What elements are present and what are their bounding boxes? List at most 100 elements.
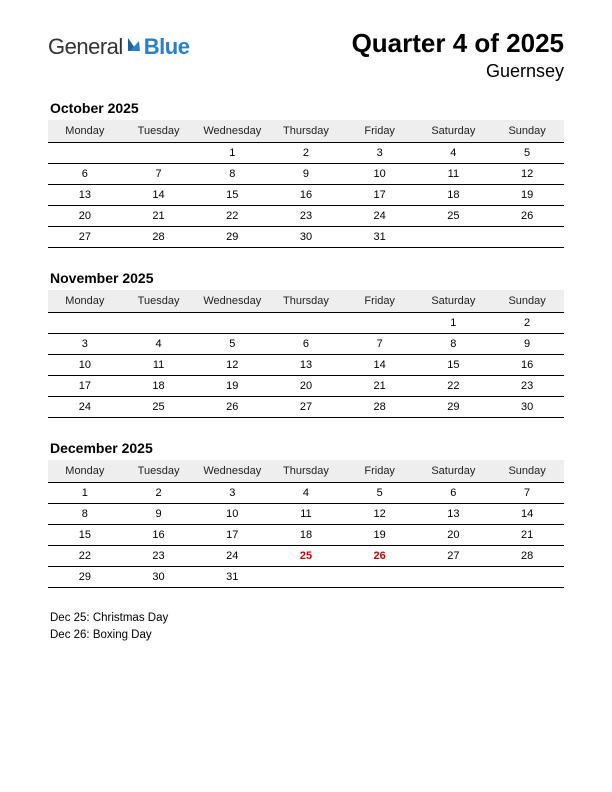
table-row: 17181920212223 — [48, 376, 564, 397]
table-row: 10111213141516 — [48, 355, 564, 376]
day-header: Monday — [48, 290, 122, 313]
day-cell: 18 — [122, 376, 196, 397]
day-cell: 9 — [490, 334, 564, 355]
day-cell: 18 — [417, 185, 491, 206]
day-cell: 10 — [48, 355, 122, 376]
day-header: Monday — [48, 460, 122, 483]
day-header: Wednesday — [195, 290, 269, 313]
day-header: Thursday — [269, 120, 343, 143]
day-cell: 20 — [269, 376, 343, 397]
day-header: Saturday — [417, 120, 491, 143]
day-cell: 5 — [343, 483, 417, 504]
day-header: Wednesday — [195, 460, 269, 483]
month-name: December 2025 — [48, 440, 564, 456]
holiday-list: Dec 25: Christmas DayDec 26: Boxing Day — [48, 610, 564, 645]
day-cell: 8 — [48, 504, 122, 525]
day-cell: 1 — [417, 313, 491, 334]
table-row: 22232425262728 — [48, 546, 564, 567]
table-row: 20212223242526 — [48, 206, 564, 227]
day-cell: 10 — [195, 504, 269, 525]
day-cell — [48, 143, 122, 164]
day-cell: 24 — [195, 546, 269, 567]
day-cell: 14 — [490, 504, 564, 525]
table-row: 3456789 — [48, 334, 564, 355]
page-title: Quarter 4 of 2025 — [352, 28, 564, 59]
day-cell: 11 — [122, 355, 196, 376]
calendar-table: MondayTuesdayWednesdayThursdayFridaySatu… — [48, 120, 564, 248]
day-cell: 13 — [417, 504, 491, 525]
day-cell: 4 — [417, 143, 491, 164]
calendar-table: MondayTuesdayWednesdayThursdayFridaySatu… — [48, 460, 564, 588]
day-cell: 6 — [269, 334, 343, 355]
day-header: Tuesday — [122, 460, 196, 483]
day-cell: 23 — [490, 376, 564, 397]
day-cell: 12 — [343, 504, 417, 525]
day-cell: 6 — [48, 164, 122, 185]
day-cell: 19 — [195, 376, 269, 397]
day-cell: 29 — [48, 567, 122, 588]
day-cell: 11 — [417, 164, 491, 185]
day-cell: 28 — [122, 227, 196, 248]
month-name: November 2025 — [48, 270, 564, 286]
day-header: Sunday — [490, 460, 564, 483]
day-cell: 13 — [48, 185, 122, 206]
day-cell: 7 — [343, 334, 417, 355]
day-header: Wednesday — [195, 120, 269, 143]
day-cell: 27 — [269, 397, 343, 418]
day-cell: 31 — [343, 227, 417, 248]
day-cell: 29 — [417, 397, 491, 418]
day-cell: 25 — [269, 546, 343, 567]
day-cell: 9 — [269, 164, 343, 185]
day-cell: 30 — [269, 227, 343, 248]
day-cell: 5 — [490, 143, 564, 164]
day-cell — [343, 313, 417, 334]
day-cell — [269, 313, 343, 334]
day-cell — [269, 567, 343, 588]
day-header: Tuesday — [122, 120, 196, 143]
table-row: 15161718192021 — [48, 525, 564, 546]
day-cell: 31 — [195, 567, 269, 588]
day-cell: 1 — [48, 483, 122, 504]
day-cell: 5 — [195, 334, 269, 355]
day-cell: 27 — [417, 546, 491, 567]
day-cell: 28 — [343, 397, 417, 418]
day-cell: 30 — [122, 567, 196, 588]
logo-text-general: General — [48, 34, 123, 60]
day-cell: 19 — [343, 525, 417, 546]
day-cell — [417, 227, 491, 248]
day-cell: 23 — [122, 546, 196, 567]
day-cell: 23 — [269, 206, 343, 227]
day-header: Sunday — [490, 120, 564, 143]
table-row: 1234567 — [48, 483, 564, 504]
day-cell: 2 — [490, 313, 564, 334]
day-header: Saturday — [417, 290, 491, 313]
day-cell: 2 — [269, 143, 343, 164]
month-name: October 2025 — [48, 100, 564, 116]
day-cell — [490, 567, 564, 588]
day-header: Friday — [343, 290, 417, 313]
day-cell — [122, 313, 196, 334]
day-cell: 15 — [48, 525, 122, 546]
day-cell — [48, 313, 122, 334]
day-cell: 17 — [343, 185, 417, 206]
day-cell: 10 — [343, 164, 417, 185]
day-cell: 21 — [122, 206, 196, 227]
day-cell: 16 — [122, 525, 196, 546]
day-cell: 14 — [343, 355, 417, 376]
day-cell: 21 — [490, 525, 564, 546]
months-container: October 2025MondayTuesdayWednesdayThursd… — [48, 100, 564, 588]
day-header: Sunday — [490, 290, 564, 313]
day-header: Saturday — [417, 460, 491, 483]
day-cell: 13 — [269, 355, 343, 376]
day-cell: 4 — [269, 483, 343, 504]
table-row: 891011121314 — [48, 504, 564, 525]
day-header: Thursday — [269, 290, 343, 313]
day-cell: 22 — [48, 546, 122, 567]
day-cell: 19 — [490, 185, 564, 206]
day-cell: 6 — [417, 483, 491, 504]
day-cell: 4 — [122, 334, 196, 355]
day-cell: 3 — [343, 143, 417, 164]
day-cell: 25 — [417, 206, 491, 227]
day-cell: 20 — [417, 525, 491, 546]
day-cell: 22 — [195, 206, 269, 227]
